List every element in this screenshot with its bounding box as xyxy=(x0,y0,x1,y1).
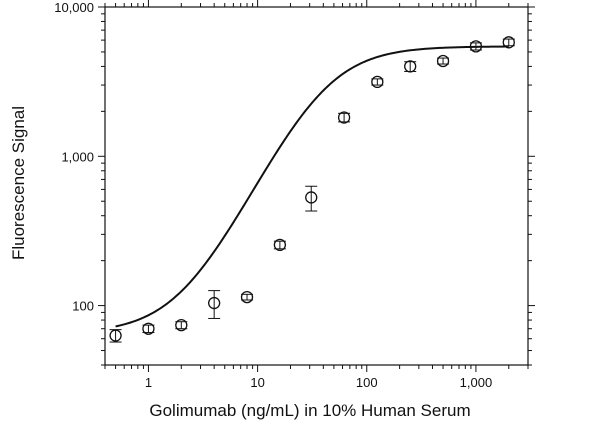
fit-curve-group xyxy=(115,45,509,328)
point-marker xyxy=(208,296,221,310)
point-marker xyxy=(109,329,122,342)
data-point xyxy=(502,36,515,49)
data-point xyxy=(175,318,188,332)
x-tick-label: 1,000 xyxy=(460,375,493,390)
data-point xyxy=(273,238,287,252)
x-axis-label: Golimumab (ng/mL) in 10% Human Serum xyxy=(149,401,470,420)
data-point xyxy=(109,329,122,343)
x-tick-label: 100 xyxy=(356,375,378,390)
point-marker xyxy=(240,290,254,304)
plot-frame-group xyxy=(104,6,529,366)
point-marker xyxy=(502,36,515,49)
data-point xyxy=(208,290,221,319)
point-marker xyxy=(404,60,417,73)
data-point xyxy=(337,111,351,124)
fit-curve xyxy=(115,45,509,328)
y-axis-label: Fluorescence Signal xyxy=(9,106,28,260)
data-points-group xyxy=(109,36,515,343)
plot-frame xyxy=(104,6,529,366)
point-marker xyxy=(337,111,351,124)
x-axis-ticks: 1 10 100 1,000 xyxy=(104,0,529,390)
point-marker xyxy=(175,318,188,332)
point-marker xyxy=(142,322,155,335)
point-marker xyxy=(469,40,483,53)
data-point xyxy=(240,290,254,304)
data-point xyxy=(371,75,384,89)
data-point xyxy=(305,185,318,212)
point-marker xyxy=(273,238,287,252)
x-tick-label: 1 xyxy=(145,375,152,390)
point-marker xyxy=(371,75,384,89)
point-marker xyxy=(436,54,450,68)
data-point xyxy=(142,322,155,335)
data-point xyxy=(404,60,417,73)
point-marker xyxy=(305,191,318,204)
x-tick-label: 10 xyxy=(250,375,264,390)
y-tick-label: 1,000 xyxy=(61,149,94,164)
data-point xyxy=(436,54,450,68)
data-point xyxy=(469,40,483,53)
y-axis-ticks: 100 1,000 10,000 xyxy=(54,0,535,366)
y-tick-label: 100 xyxy=(72,299,94,314)
y-tick-label: 10,000 xyxy=(54,0,94,15)
